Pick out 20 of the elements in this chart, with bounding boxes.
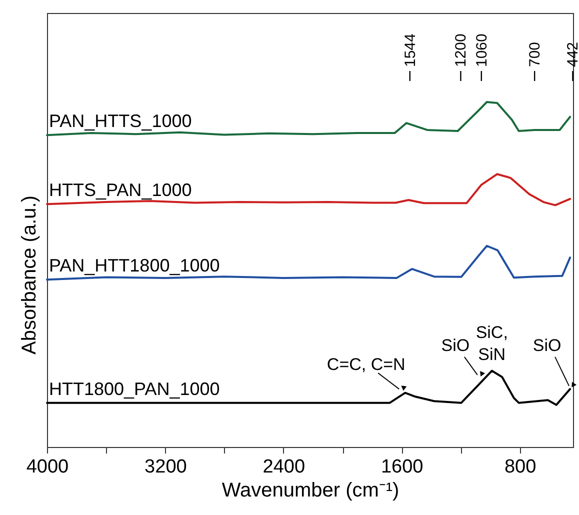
- annotation: 1060: [473, 34, 490, 67]
- series-label: PAN_HTT1800_1000: [49, 256, 220, 276]
- annotation: C=C, C=N: [326, 355, 406, 374]
- annotation: 700: [526, 42, 544, 67]
- x-axis-title: Wavenumber (cm⁻¹): [222, 480, 400, 502]
- series-label: HTT1800_PAN_1000: [49, 378, 220, 399]
- x-tick-label: 2400: [262, 456, 306, 478]
- annotation: SiO: [441, 336, 470, 355]
- x-tick-label: 800: [504, 456, 536, 478]
- annotation: 1200: [452, 34, 470, 67]
- series-label: HTTS_PAN_1000: [49, 180, 192, 200]
- annotation: SiO: [532, 336, 562, 355]
- y-axis-title: Absorbance (a.u.): [18, 196, 40, 354]
- x-tick-label: 4000: [26, 456, 69, 478]
- annotation: 442: [564, 42, 579, 67]
- annotation: SiC, SiN: [476, 322, 508, 364]
- annotation: 1544: [402, 34, 419, 67]
- x-tick-label: 1600: [380, 456, 424, 478]
- series-label: PAN_HTTS_1000: [49, 111, 192, 132]
- x-tick-label: 3200: [144, 456, 187, 478]
